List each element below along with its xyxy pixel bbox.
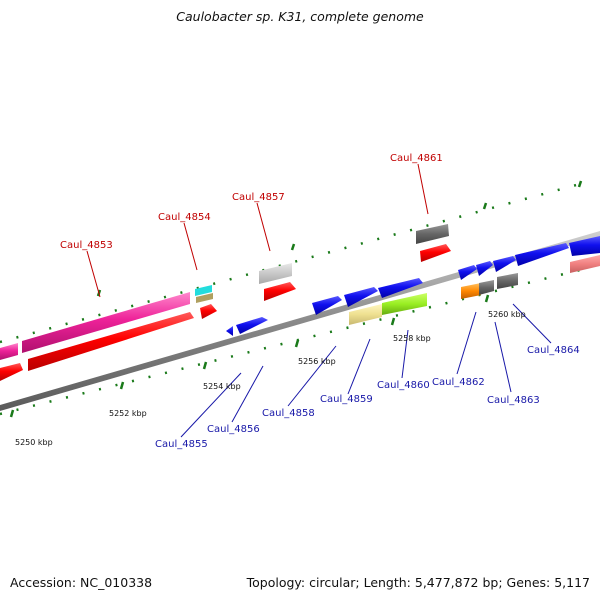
gene-caul-4862-gray — [479, 280, 494, 295]
gene-caul-4859-yellow — [349, 304, 382, 325]
gene-label: Caul_4853 — [60, 240, 113, 251]
gene-caul-4855 — [226, 326, 233, 336]
gene-caul-4861-gray — [416, 224, 449, 244]
gene-label: Caul_4854 — [158, 212, 211, 223]
gene-caul-4863-gray — [497, 273, 518, 289]
inner-tick-track — [0, 268, 581, 418]
gene-caul-4857-gray — [259, 263, 292, 284]
gene-caul-4861 — [420, 244, 451, 262]
genome-backbone — [0, 231, 600, 411]
top-strand-genes[interactable] — [0, 224, 600, 381]
gene-caul-4853 — [22, 292, 190, 353]
gene-blue-e — [569, 236, 600, 256]
gene-label: Caul_4864 — [527, 345, 580, 356]
gene-caul-4856 — [236, 317, 268, 334]
scale-label: 5256 kbp — [298, 357, 336, 366]
scale-label: 5258 kbp — [393, 334, 431, 343]
gene-label: Caul_4856 — [207, 424, 260, 435]
gene-label: Caul_4855 — [155, 439, 208, 450]
gene-caul-4859-blue — [344, 287, 378, 307]
gene-caul-4853-row1 — [0, 343, 18, 360]
accession-text: Accession: NC_010338 — [10, 575, 153, 590]
gene-row2-left — [0, 363, 23, 381]
gene-label: Caul_4863 — [487, 395, 540, 406]
gene-blue-d — [515, 243, 569, 266]
bottom-strand-genes[interactable] — [226, 236, 600, 336]
gene-label: Caul_4859 — [320, 394, 373, 405]
gene-caul-4854-cyan — [195, 285, 212, 296]
leader-lines-top — [86, 163, 429, 298]
gene-caul-4854-olive — [196, 293, 213, 303]
gene-label: Caul_4861 — [390, 153, 443, 164]
gene-label: Caul_4860 — [377, 380, 430, 391]
gene-blue-a — [458, 265, 477, 280]
gene-caul-4860-green — [382, 293, 427, 315]
gene-caul-4857 — [264, 282, 296, 301]
scale-label: 5260 kbp — [488, 310, 526, 319]
gene-caul-4862-orange — [461, 283, 481, 299]
gene-caul-4854-red — [200, 304, 217, 319]
gene-caul-4858 — [312, 296, 342, 315]
gene-label: Caul_4857 — [232, 192, 285, 203]
scale-label: 5250 kbp — [15, 438, 53, 447]
gene-caul-4860-blue — [378, 278, 423, 298]
scale-labels: 5250 kbp 5252 kbp 5254 kbp 5256 kbp 5258… — [15, 310, 526, 447]
gene-labels-bottom: Caul_4855 Caul_4856 Caul_4858 Caul_4859 … — [155, 345, 580, 450]
gene-labels-top: Caul_4853 Caul_4854 Caul_4857 Caul_4861 — [60, 153, 443, 251]
gene-salmon-right — [570, 255, 600, 273]
gene-row2-long — [28, 312, 194, 371]
gene-blue-b — [476, 261, 493, 276]
gene-label: Caul_4862 — [432, 377, 485, 388]
scale-label: 5254 kbp — [203, 382, 241, 391]
gene-label: Caul_4858 — [262, 408, 315, 419]
scale-label: 5252 kbp — [109, 409, 147, 418]
gene-blue-c — [493, 256, 516, 272]
leader-lines-bottom — [180, 303, 552, 438]
topology-text: Topology: circular; Length: 5,477,872 bp… — [246, 575, 590, 590]
map-title: Caulobacter sp. K31, complete genome — [176, 9, 424, 24]
